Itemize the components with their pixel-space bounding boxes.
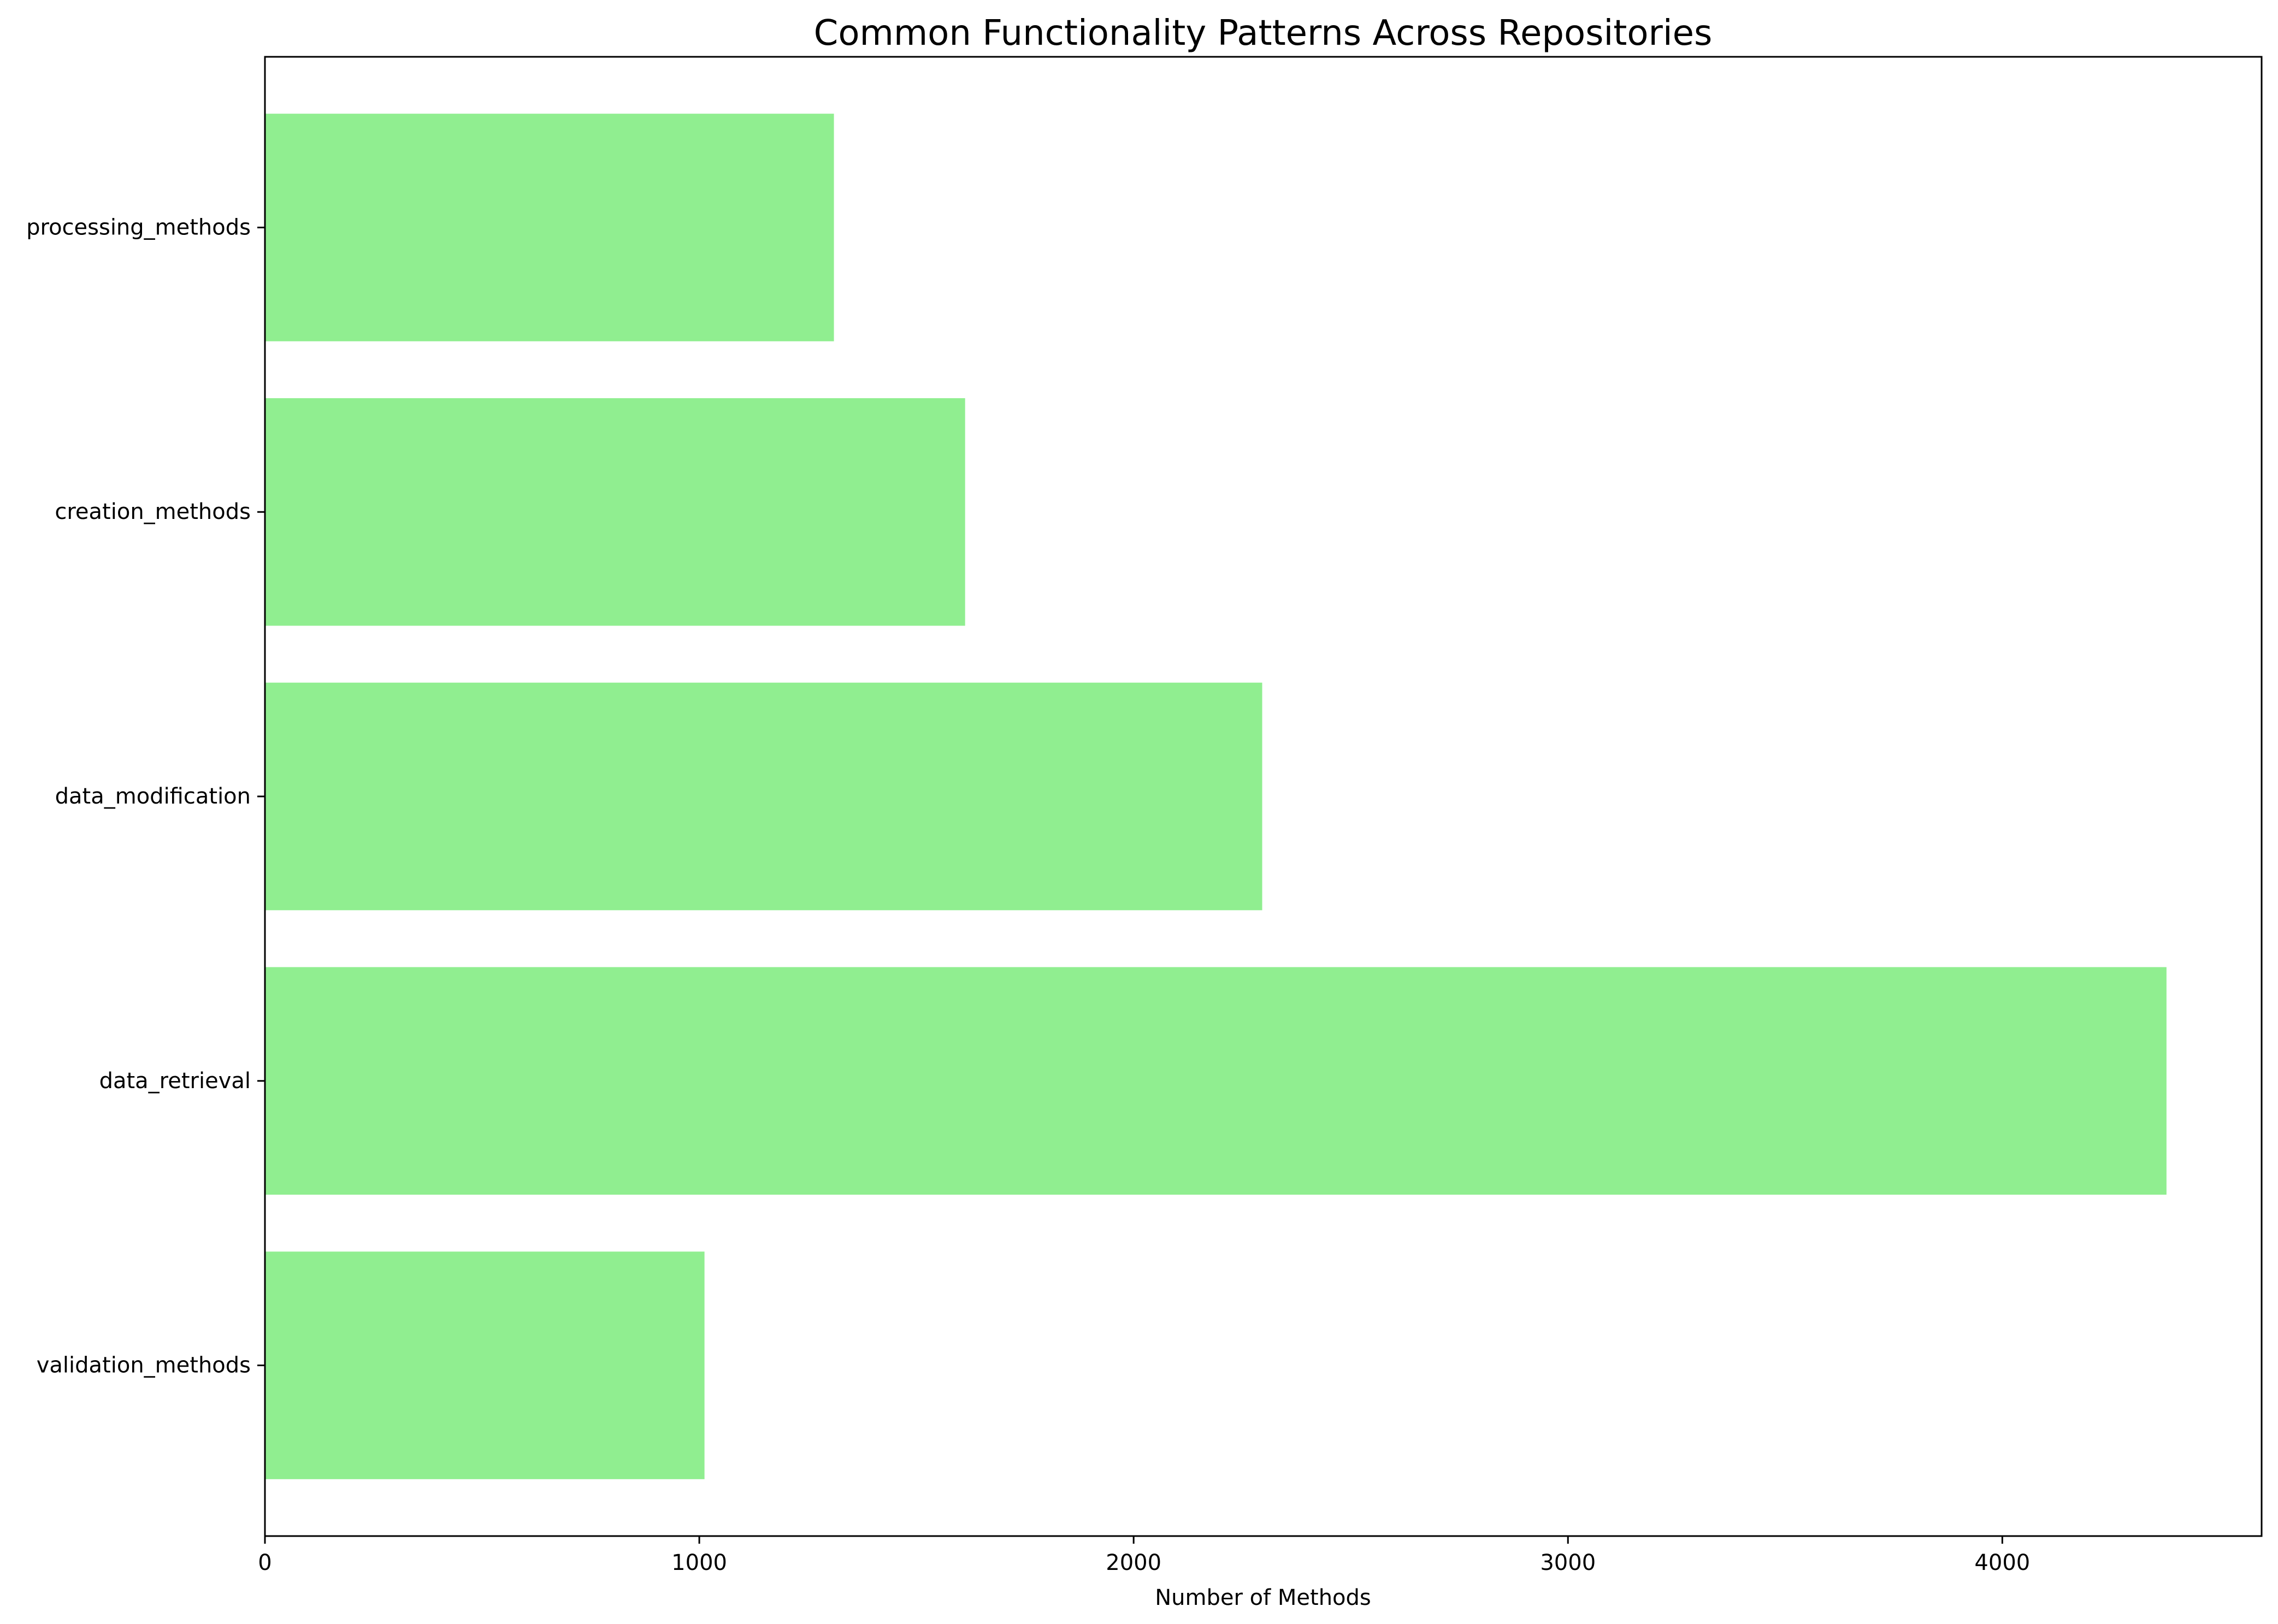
- x-tick-label-1000: 1000: [671, 1550, 727, 1575]
- x-axis-label: Number of Methods: [1155, 1585, 1371, 1610]
- bar-creation_methods: [265, 398, 965, 626]
- y-axis: validation_methods data_retrieval data_mod…: [26, 215, 265, 1378]
- y-tick-label-creation_methods: creation_methods: [55, 499, 251, 524]
- bars-group: [265, 114, 2167, 1479]
- x-tick-label-2000: 2000: [1106, 1550, 1161, 1575]
- x-tick-label-0: 0: [258, 1550, 272, 1575]
- bar-data_modification: [265, 682, 1262, 911]
- x-axis: 0 1000 2000 3000 4000: [258, 1536, 2030, 1575]
- y-tick-label-data_retrieval: data_retrieval: [99, 1068, 251, 1094]
- y-tick-label-processing_methods: processing_methods: [26, 215, 251, 240]
- y-tick-label-data_modification: data_modification: [55, 784, 251, 809]
- chart-title: Common Functionality Patterns Across Rep…: [814, 13, 1713, 54]
- y-tick-label-validation_methods: validation_methods: [37, 1353, 251, 1378]
- bar-data_retrieval: [265, 967, 2167, 1195]
- bar-validation_methods: [265, 1251, 705, 1479]
- x-tick-label-3000: 3000: [1540, 1550, 1596, 1575]
- x-tick-label-4000: 4000: [1974, 1550, 2030, 1575]
- bar-processing_methods: [265, 114, 834, 341]
